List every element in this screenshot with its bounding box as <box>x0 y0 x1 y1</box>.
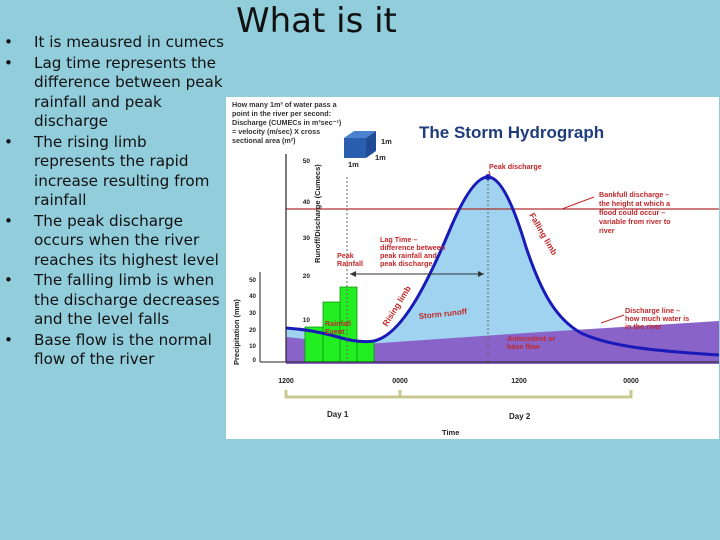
bullet-marker: • <box>4 211 13 230</box>
bullet-item: • It is meausred in cumecs <box>4 33 228 53</box>
explain-line: sectional area (m²) <box>232 136 296 145</box>
discharge-tick: 10 <box>303 317 311 324</box>
lag-time-label: Lag Time – <box>380 235 417 244</box>
time-tick: 0000 <box>392 378 408 385</box>
bankfull-label: river <box>599 226 615 235</box>
bullet-marker: • <box>4 33 13 51</box>
explain-line: = velocity (m/sec) X cross <box>232 127 320 136</box>
bullet-text: The falling limb is when the discharge d… <box>34 271 220 328</box>
day-label: Day 2 <box>509 412 531 421</box>
bankfull-label: the height at which a <box>599 199 671 208</box>
bullet-text: The peak discharge occurs when the river… <box>34 211 219 269</box>
time-tick: 0000 <box>623 378 639 385</box>
discharge-line-label: in the river <box>625 322 662 331</box>
discharge-axis-title: Runoff/Discharge (Cumecs) <box>313 164 322 263</box>
precip-tick: 50 <box>249 277 256 284</box>
bullet-list: • It is meausred in cumecs • Lag time repr… <box>4 33 228 371</box>
bullet-item: • The rising limb represents the rapid in… <box>4 133 228 211</box>
rainfall-event-label: Rainfall <box>325 319 351 328</box>
peak-pointer <box>488 170 491 176</box>
bankfull-label: flood could occur – <box>599 208 665 217</box>
bullet-text: Lag time represents the difference betwe… <box>34 53 223 131</box>
day1-bracket <box>284 390 402 399</box>
rain-bar <box>356 341 375 363</box>
rainfall-event-label: Event <box>325 327 345 336</box>
bullet-marker: • <box>4 330 13 349</box>
bullet-item: • Lag time represents the difference betw… <box>4 54 228 132</box>
bullet-item: • Base flow is the normal flow of the riv… <box>4 331 228 370</box>
lag-time-label: peak discharge <box>380 259 432 268</box>
storm-runoff-area <box>286 177 719 364</box>
base-flow-area <box>286 321 719 364</box>
bullet-marker: • <box>4 132 13 151</box>
time-axis-title: Time <box>442 428 459 437</box>
time-tick: 1200 <box>278 378 294 385</box>
precip-tick: 40 <box>249 293 256 300</box>
explain-line: Discharge (CUMECs in m³sec⁻¹) <box>232 118 342 127</box>
base-flow-label: base flow <box>507 342 540 351</box>
precip-tick: 0 <box>253 357 257 364</box>
lag-time-label: peak rainfall and <box>380 251 437 260</box>
discharge-line <box>285 175 719 357</box>
bullet-item: • The falling limb is when the discharge … <box>4 271 228 330</box>
lag-time-label: difference between <box>380 243 445 252</box>
precip-axis-title: Precipitation (mm) <box>232 299 241 365</box>
peak-rainfall-label: Peak <box>337 251 354 260</box>
base-flow-label: Antecedent or <box>507 334 556 343</box>
figure-title: The Storm Hydrograph <box>419 123 604 142</box>
bullet-text: The rising limb represents the rapid inc… <box>34 132 210 210</box>
rainfall-bars <box>304 286 375 363</box>
slide-title: What is it <box>236 1 397 41</box>
precip-tick: 30 <box>249 310 256 317</box>
hydrograph-svg: How many 1m³ of water pass a point in th… <box>232 100 719 437</box>
bankfull-label: variable from river to <box>599 217 671 226</box>
bullet-item: • The peak discharge occurs when the rive… <box>4 212 228 271</box>
bankfull-label: Bankfull discharge – <box>599 190 669 199</box>
discharge-line-label: Discharge line – <box>625 306 680 315</box>
day-label: Day 1 <box>327 410 349 419</box>
peak-rainfall-label: Rainfall <box>337 259 363 268</box>
bullet-marker: • <box>4 271 13 289</box>
cube-side-label: 1m <box>381 137 392 146</box>
day2-bracket <box>400 390 633 399</box>
discharge-line-label: how much water is <box>625 314 689 323</box>
peak-discharge-label: Peak discharge <box>489 162 542 171</box>
cube-icon <box>344 131 376 158</box>
cube-bottom-label: 1m <box>375 153 386 162</box>
discharge-pointer <box>600 314 625 324</box>
cube-bottom-label: 1m <box>348 160 359 169</box>
precip-tick: 10 <box>249 343 256 350</box>
time-tick: 1200 <box>511 378 527 385</box>
discharge-tick: 20 <box>303 273 311 280</box>
precip-tick: 20 <box>249 327 256 334</box>
bullet-marker: • <box>4 53 13 72</box>
bullet-text: Base flow is the normal flow of the rive… <box>34 330 212 369</box>
discharge-tick: 30 <box>303 235 311 242</box>
discharge-tick: 50 <box>303 158 311 165</box>
falling-limb-label: Falling limb <box>527 211 559 257</box>
explain-line: How many 1m³ of water pass a <box>232 100 338 109</box>
explain-line: point in the river per second: <box>232 109 331 118</box>
storm-hydrograph-figure: How many 1m³ of water pass a point in th… <box>226 97 719 439</box>
bankfull-pointer <box>561 196 595 210</box>
peak-point <box>485 174 491 180</box>
bullet-text: It is meausred in cumecs <box>34 33 224 51</box>
discharge-tick: 40 <box>303 199 311 206</box>
